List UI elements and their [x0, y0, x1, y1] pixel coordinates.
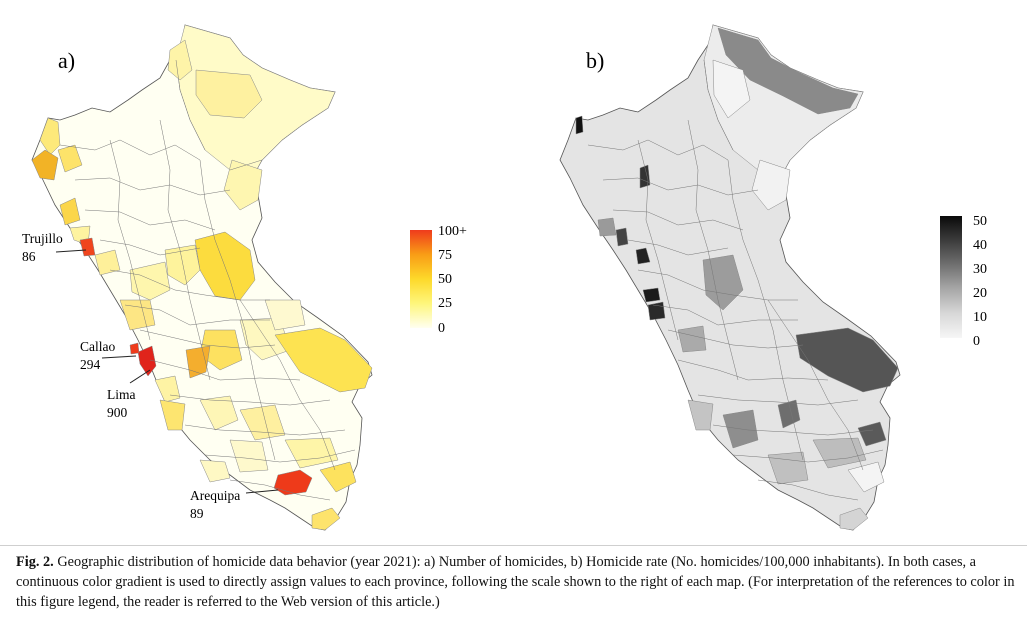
caption-text: Geographic distribution of homicide data… — [16, 554, 1015, 610]
legend-a: 100+ 75 50 25 0 — [410, 224, 467, 336]
callout-leader — [55, 249, 87, 253]
legend-tick: 0 — [438, 321, 445, 336]
legend-tick: 25 — [438, 296, 452, 311]
legend-tick: 50 — [438, 272, 452, 287]
callout-leader — [101, 355, 137, 359]
legend-tick: 100+ — [438, 224, 467, 239]
province-borders — [587, 59, 884, 501]
peru-map-homicide-counts — [31, 24, 373, 531]
peru-map-homicide-rate — [559, 24, 901, 531]
callout-name-arequipa: Arequipa — [190, 488, 240, 503]
province-fills — [575, 24, 899, 531]
callout-leader — [245, 489, 279, 494]
figure-maps: a) — [22, 24, 987, 531]
map-panel-a: a) — [22, 24, 467, 531]
panel-label: a) — [58, 48, 75, 73]
callout-value-arequipa: 89 — [190, 506, 204, 521]
legend-tick: 40 — [973, 238, 987, 253]
legend-tick: 30 — [973, 262, 987, 277]
panel-label: b) — [586, 48, 604, 73]
legend-tick: 50 — [973, 214, 987, 229]
legend-b: 50 40 30 20 10 0 — [940, 214, 987, 349]
figure-caption: Fig. 2. Geographic distribution of homic… — [16, 552, 1016, 612]
caption-divider — [0, 545, 1027, 546]
legend-colorbar — [410, 230, 432, 328]
legend-tick: 75 — [438, 248, 452, 263]
province-borders — [59, 59, 356, 501]
legend-colorbar — [940, 216, 962, 338]
legend-tick: 20 — [973, 286, 987, 301]
legend-tick: 0 — [973, 334, 980, 349]
callout-name-trujillo: Trujillo — [22, 231, 63, 246]
callout-leader — [129, 369, 151, 384]
callout-value-callao: 294 — [80, 357, 101, 372]
callout-labels: Trujillo 86 Callao 294 Lima 900 Arequipa… — [22, 231, 240, 521]
callout-value-trujillo: 86 — [22, 249, 36, 264]
callouts — [55, 249, 279, 494]
callout-name-lima: Lima — [107, 387, 136, 402]
figure-number: Fig. 2. — [16, 554, 54, 570]
map-panel-b: b) — [559, 24, 987, 531]
callout-value-lima: 900 — [107, 405, 128, 420]
callout-name-callao: Callao — [80, 339, 115, 354]
legend-tick: 10 — [973, 310, 987, 325]
